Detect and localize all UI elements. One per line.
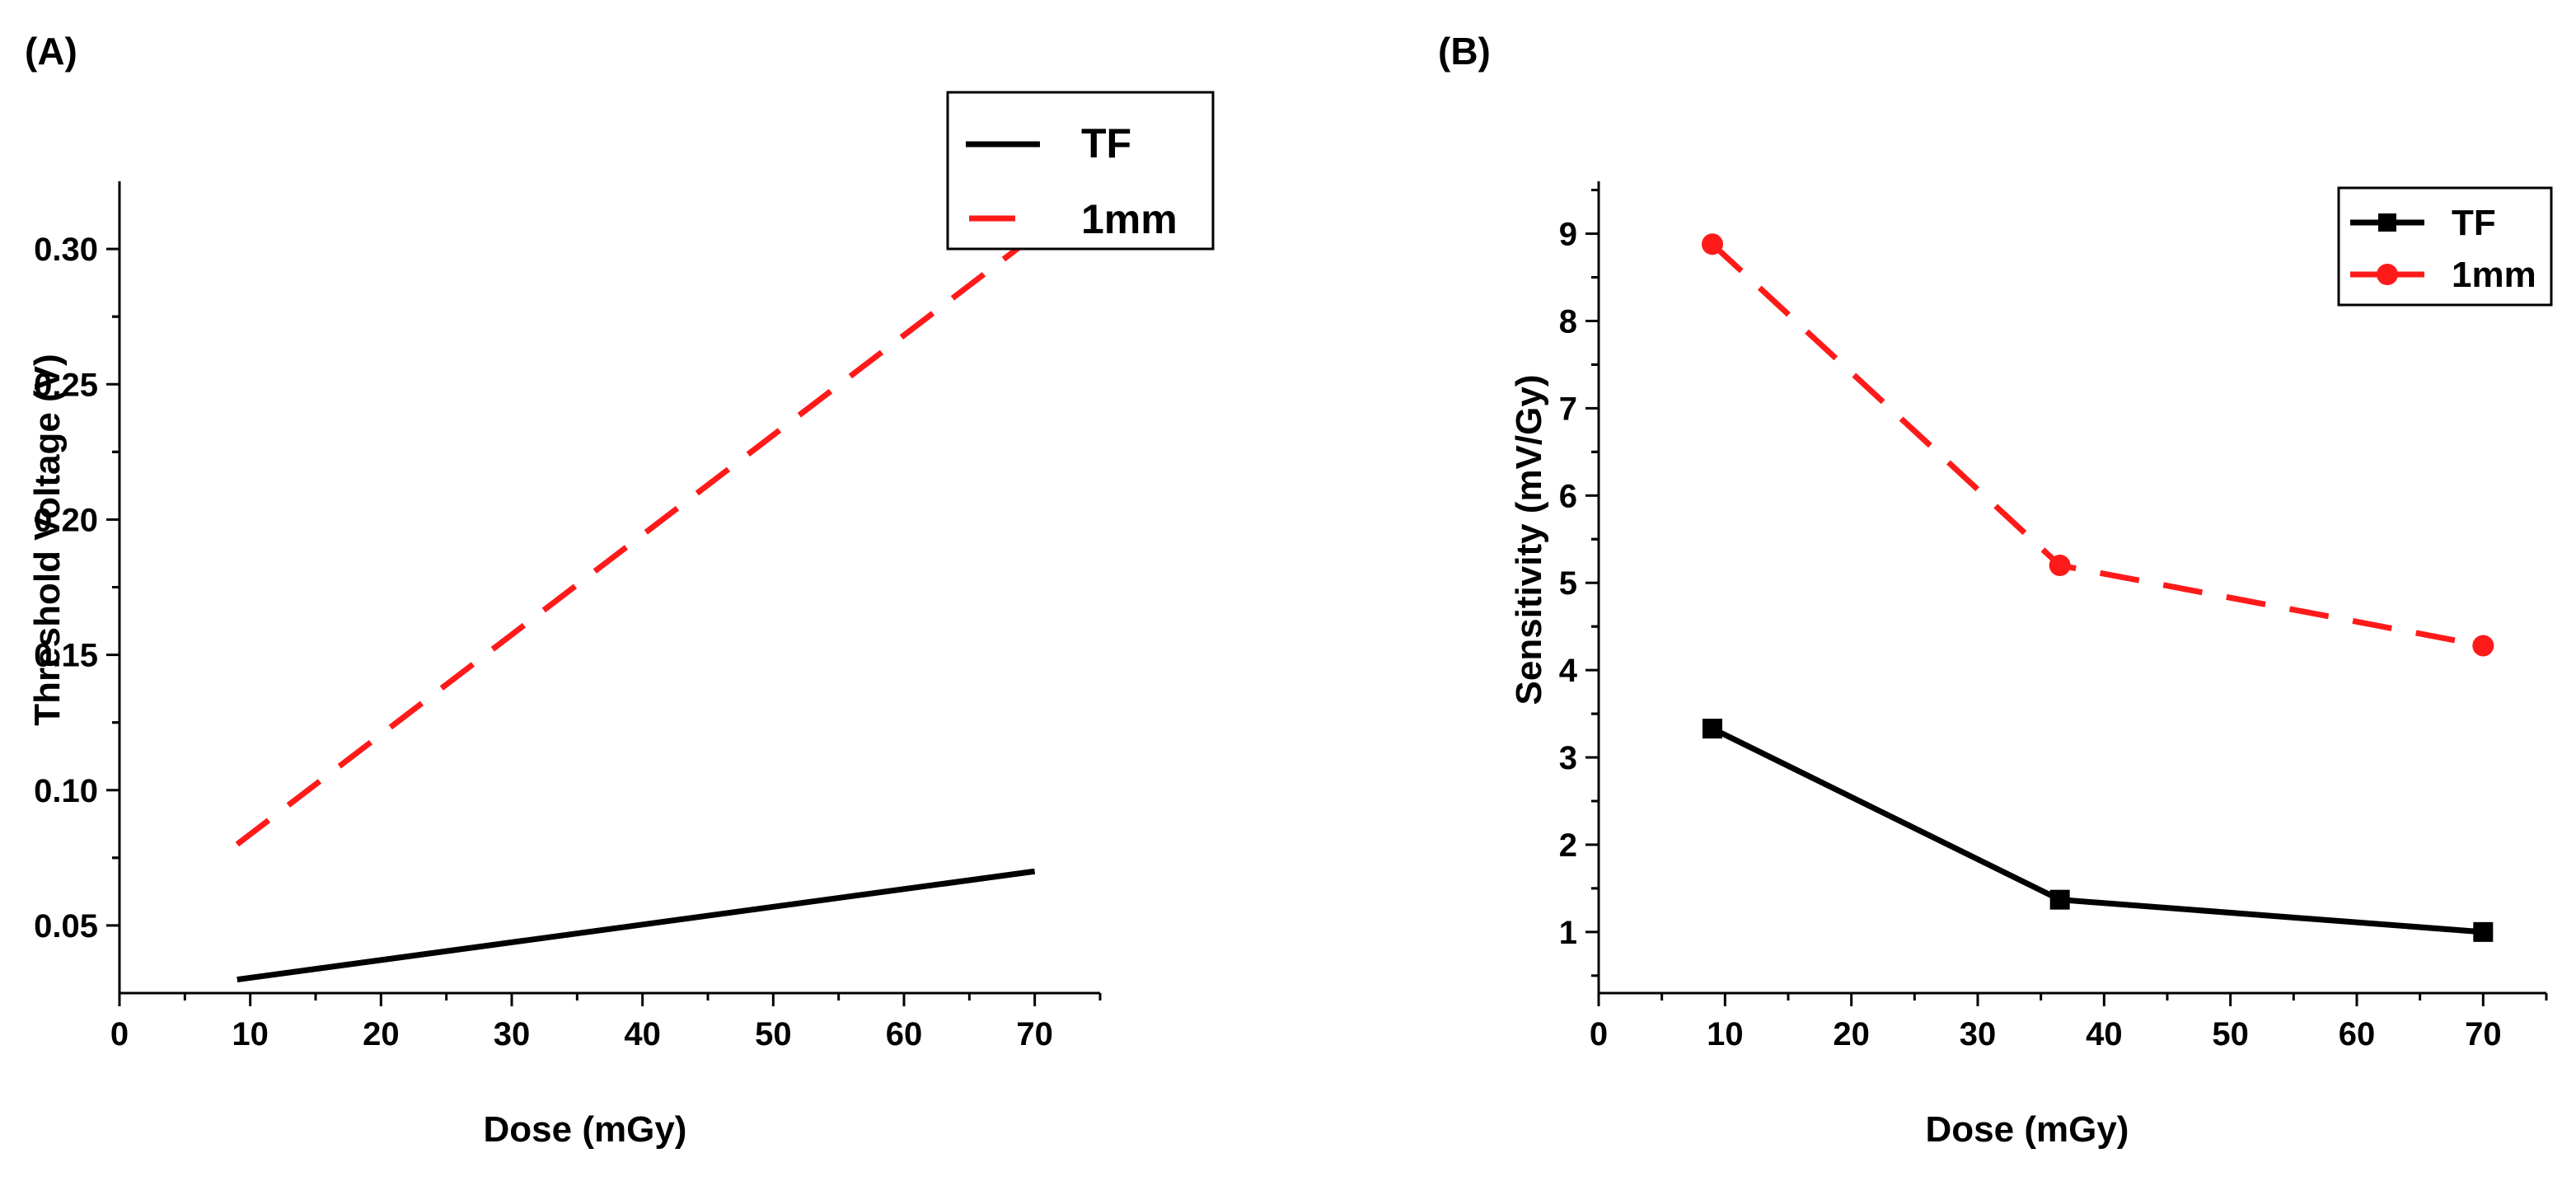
panel-b-legend-1mm-label: 1mm <box>2452 255 2536 295</box>
y-tick-label: 8 <box>1559 303 1577 340</box>
data-point-tf <box>2049 889 2070 910</box>
y-tick-label: 0.20 <box>34 502 98 538</box>
panel-a-legend-1mm-label: 1mm <box>1081 196 1178 242</box>
panel-a-marks <box>235 232 1037 983</box>
panel-b-y-axis-title: Sensitivity (mV/Gy) <box>1509 374 1549 705</box>
y-tick-label: 0.25 <box>34 367 98 403</box>
panel-a-ticks: 0 10 20 30 40 50 60 70 0.05 0.10 0.15 0.20 0.25 0.30 <box>34 181 1102 1052</box>
panel-a-legend: TF 1mm <box>946 91 1215 251</box>
panel-a-y-axis-title: Threshold Voltage (V) <box>27 354 68 725</box>
panel-b-ticks: 0 10 20 30 40 50 60 70 1 2 3 4 5 6 7 8 9 <box>1559 181 2548 1052</box>
x-tick-label: 40 <box>624 1016 661 1052</box>
x-tick-label: 0 <box>1590 1016 1608 1052</box>
y-tick-label: 0.30 <box>34 232 98 268</box>
y-tick-label: 6 <box>1559 478 1577 514</box>
x-tick-label: 60 <box>886 1016 923 1052</box>
data-point-tf <box>1703 719 1722 739</box>
x-tick-label: 50 <box>755 1016 792 1052</box>
y-tick-label: 2 <box>1559 827 1577 864</box>
panel-b-legend-tf-marker <box>2378 213 2396 232</box>
panel-b-marks <box>1702 233 2494 942</box>
x-tick-label: 30 <box>494 1016 531 1052</box>
y-tick-label: 0.10 <box>34 773 98 809</box>
y-tick-label: 0.05 <box>34 908 98 944</box>
x-tick-label: 20 <box>363 1016 400 1052</box>
panel-a-x-axis-title: Dose (mGy) <box>484 1109 687 1150</box>
x-tick-label: 20 <box>1833 1016 1870 1052</box>
data-point-tf <box>2473 921 2494 942</box>
x-tick-label: 40 <box>2086 1016 2123 1052</box>
y-tick-label: 1 <box>1559 915 1577 951</box>
x-tick-label: 0 <box>110 1016 129 1052</box>
y-tick-label: 5 <box>1559 565 1577 602</box>
y-tick-label: 3 <box>1559 740 1577 776</box>
x-tick-label: 50 <box>2212 1016 2249 1052</box>
x-tick-label: 10 <box>232 1016 269 1052</box>
x-tick-label: 60 <box>2339 1016 2376 1052</box>
data-point-1mm <box>2472 635 2494 657</box>
x-tick-label: 70 <box>1016 1016 1053 1052</box>
y-tick-label: 7 <box>1559 391 1577 427</box>
y-tick-label: 0.15 <box>34 638 98 674</box>
panel-b-legend-tf-label: TF <box>2452 203 2496 243</box>
panel-b-legend-1mm-marker <box>2377 264 2398 285</box>
x-tick-label: 70 <box>2465 1016 2502 1052</box>
series-line-1mm <box>235 232 1037 847</box>
y-tick-label: 4 <box>1559 653 1578 689</box>
panel-b-x-axis-title: Dose (mGy) <box>1926 1109 2129 1150</box>
series-line-tf <box>1711 725 2484 935</box>
x-tick-label: 10 <box>1707 1016 1744 1052</box>
series-line-tf <box>237 868 1036 983</box>
y-tick-label: 9 <box>1559 217 1577 253</box>
panel-a-legend-tf-label: TF <box>1081 120 1131 166</box>
data-point-1mm <box>1702 233 1723 255</box>
panel-b-legend-box <box>2337 186 2553 307</box>
panel-a-legend-box <box>946 91 1215 251</box>
x-tick-label: 30 <box>1960 1016 1997 1052</box>
panel-b-label: (B) <box>1438 30 1491 73</box>
data-point-1mm <box>2049 555 2071 577</box>
panel-a-label: (A) <box>25 30 77 73</box>
panel-a-chart: (A) 0 10 20 30 40 50 60 700.050.100.150.200.250… <box>25 30 1215 1150</box>
panel-b-legend: TF 1mm <box>2337 186 2553 307</box>
